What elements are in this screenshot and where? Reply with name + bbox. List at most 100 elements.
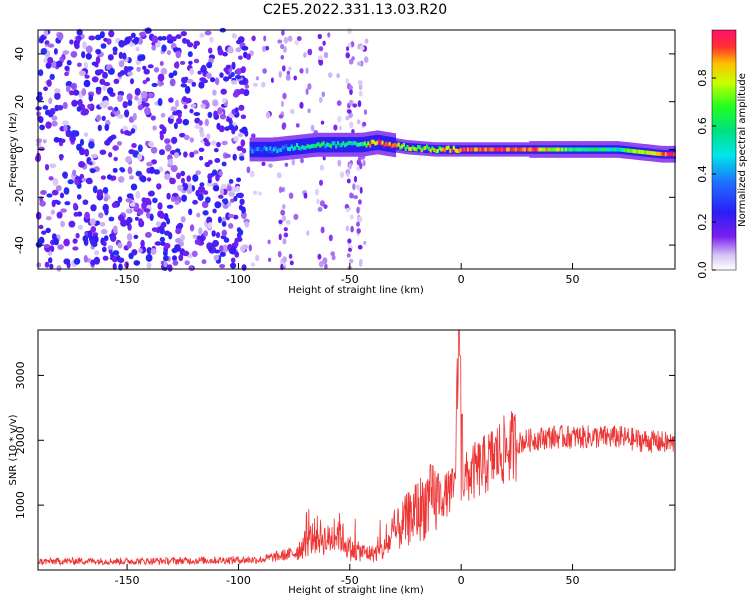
spectrogram-cell: [356, 228, 361, 234]
spectrogram-cell: [305, 88, 309, 95]
spectrogram-cell: [383, 143, 386, 148]
spectrogram-cell: [670, 152, 673, 157]
spectrogram-cell: [38, 36, 44, 44]
spectrogram-cell: [356, 221, 360, 227]
spectrogram-cell: [563, 147, 566, 152]
spectrogram-cell: [201, 259, 207, 265]
spectrogram-cell: [64, 201, 71, 206]
spectrogram-cell: [150, 146, 158, 154]
spectrogram-cell: [153, 67, 160, 73]
spectrogram-cell: [390, 144, 393, 149]
spectrogram-cell: [262, 147, 265, 152]
spectrogram-cell: [189, 137, 194, 143]
spectrogram-cell: [187, 42, 194, 48]
spectrogram-cell: [251, 133, 256, 139]
spectrogram-cell: [131, 249, 138, 256]
spectrogram-cell: [94, 34, 102, 41]
spectrogram-cell: [83, 61, 88, 70]
spectrogram-cell: [213, 185, 220, 192]
spectrogram-cell: [520, 147, 523, 152]
spectrogram-cell: [347, 43, 352, 48]
spectrogram-cell: [265, 147, 268, 152]
spectrogram-cell: [256, 147, 259, 151]
spectrogram-cell: [104, 123, 110, 131]
spectrogram-cell: [582, 147, 585, 152]
spectrogram-cell: [158, 166, 164, 173]
spectrogram-cell: [188, 60, 193, 65]
spectrogram-y-label: Frequency (Hz): [8, 112, 19, 188]
spectrogram-cell: [159, 149, 165, 156]
snr-x-label: Height of straight line (km): [288, 585, 424, 596]
spectrogram-cell: [288, 253, 293, 259]
spectrogram-cell: [133, 36, 140, 43]
spectrogram-cell: [276, 141, 279, 157]
spectrogram-cell: [579, 147, 582, 152]
spectrogram-cell: [221, 140, 228, 146]
spectrogram-cell: [41, 230, 47, 235]
spectrogram-cell: [90, 204, 97, 212]
colorbar-tick-label: 0.2: [696, 213, 709, 231]
spectrogram-cell: [82, 199, 89, 205]
spectrogram-cell: [358, 142, 361, 147]
spectrogram-cell: [217, 107, 223, 115]
spectrogram-cell: [99, 221, 106, 227]
spectrogram-cell: [573, 147, 577, 152]
spectrogram-cell: [265, 111, 271, 119]
spectrogram-cell: [146, 177, 152, 182]
spectrogram-cell: [646, 150, 650, 155]
spectrogram-cell: [101, 246, 107, 253]
spectrogram-cell: [148, 141, 154, 148]
spectrogram-cell: [96, 189, 104, 197]
spectrogram-cell: [85, 177, 93, 185]
spectrogram-cell: [241, 264, 247, 271]
spectrogram-cell: [645, 150, 648, 155]
spectrogram-cell: [152, 197, 158, 204]
spectrogram-cell: [295, 143, 299, 147]
spectrogram-cell: [180, 170, 186, 177]
spectrogram-cell: [356, 61, 362, 66]
spectrogram-cell: [98, 212, 104, 219]
spectrogram-cell: [346, 172, 350, 178]
spectrogram-cell: [304, 145, 307, 150]
spectrogram-cell: [149, 213, 154, 221]
spectrogram-cell: [240, 245, 246, 253]
spectrogram-cell: [317, 253, 322, 260]
spectrogram-cell: [156, 183, 162, 190]
spectrogram-cell: [101, 115, 106, 121]
spectrogram-cell: [44, 261, 50, 268]
spectrogram-cell: [348, 85, 353, 90]
spectrogram-cell: [91, 153, 98, 159]
spectrogram-cell: [204, 141, 211, 147]
spectrogram-cell: [244, 221, 250, 228]
spectrogram-cell: [164, 138, 171, 144]
spectrogram-cell: [83, 132, 89, 137]
spectrogram-cell: [663, 152, 666, 157]
spectrogram-cell: [198, 120, 203, 126]
spectrogram-cell: [144, 107, 151, 115]
spectrogram-cell: [63, 187, 70, 195]
spectrogram-cell: [359, 186, 363, 194]
spectrogram-cell: [556, 147, 559, 152]
spectrogram-cell: [141, 197, 147, 203]
spectrogram-cell: [99, 31, 105, 39]
spectrogram-cell: [349, 258, 354, 264]
spectrogram-cell: [299, 101, 304, 109]
spectrogram-cell: [318, 59, 324, 66]
spectrogram-cell: [277, 39, 283, 44]
spectrogram-cell: [349, 193, 355, 199]
spectrogram-cell: [426, 144, 429, 149]
spectrogram-cell: [638, 149, 641, 154]
spectrogram-cell: [150, 248, 157, 255]
snr-panel: -150 -100 -50 0 50 1000 2000 3000 Height of st…: [8, 329, 676, 596]
spectrogram-cell: [129, 202, 136, 207]
spectrogram-cell: [234, 251, 240, 258]
snr-y-ticks: 1000 2000 3000: [14, 361, 675, 519]
spectrogram-cell: [138, 248, 143, 253]
spectrogram-cell: [278, 114, 284, 119]
spectrogram-cell: [46, 79, 52, 87]
spectrogram-cell: [296, 36, 302, 42]
spectrogram-cell: [117, 114, 124, 119]
spectrogram-cell: [500, 147, 503, 152]
spectrogram-cell: [474, 147, 477, 152]
spectrogram-cell: [589, 147, 593, 152]
